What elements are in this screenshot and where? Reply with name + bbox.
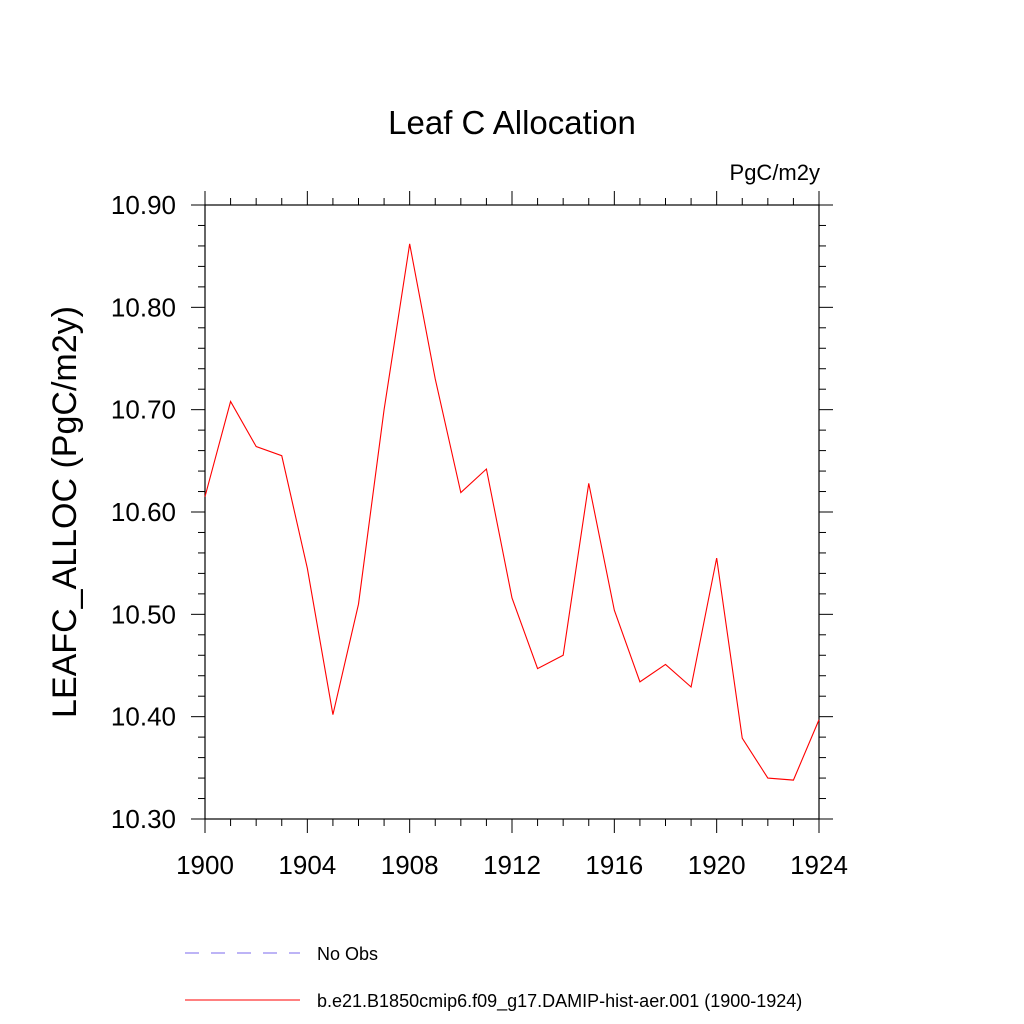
y-axis-label: LEAFC_ALLOC (PgC/m2y) [46, 306, 84, 718]
x-tick-label: 1904 [278, 850, 336, 880]
units-label: PgC/m2y [730, 160, 820, 185]
y-tick-label: 10.80 [111, 292, 176, 322]
y-tick-label: 10.30 [111, 804, 176, 834]
y-tick-label: 10.70 [111, 395, 176, 425]
y-tick-label: 10.40 [111, 702, 176, 732]
x-tick-label: 1916 [585, 850, 643, 880]
y-tick-label: 10.60 [111, 497, 176, 527]
axis-ticks [191, 191, 833, 833]
x-tick-label: 1924 [790, 850, 848, 880]
y-tick-label: 10.90 [111, 190, 176, 220]
x-tick-label: 1912 [483, 850, 541, 880]
series-lines [204, 243, 820, 781]
x-tick-label: 1908 [381, 850, 439, 880]
axis-tick-labels: 1900 1904 1908 1912 1916 1920 1924 10.30 10.40 10… [111, 190, 848, 880]
chart-title: Leaf C Allocation [388, 104, 636, 141]
legend: No Obs b.e21.B1850cmip6.f09_g17.DAMIP-his… [185, 944, 802, 1012]
x-tick-label: 1900 [176, 850, 234, 880]
y-tick-label: 10.50 [111, 599, 176, 629]
legend-label: b.e21.B1850cmip6.f09_g17.DAMIP-hist-aer.… [317, 991, 802, 1012]
x-tick-label: 1920 [688, 850, 746, 880]
plot-frame [204, 204, 820, 820]
series-line [204, 243, 820, 781]
legend-label: No Obs [317, 944, 378, 964]
